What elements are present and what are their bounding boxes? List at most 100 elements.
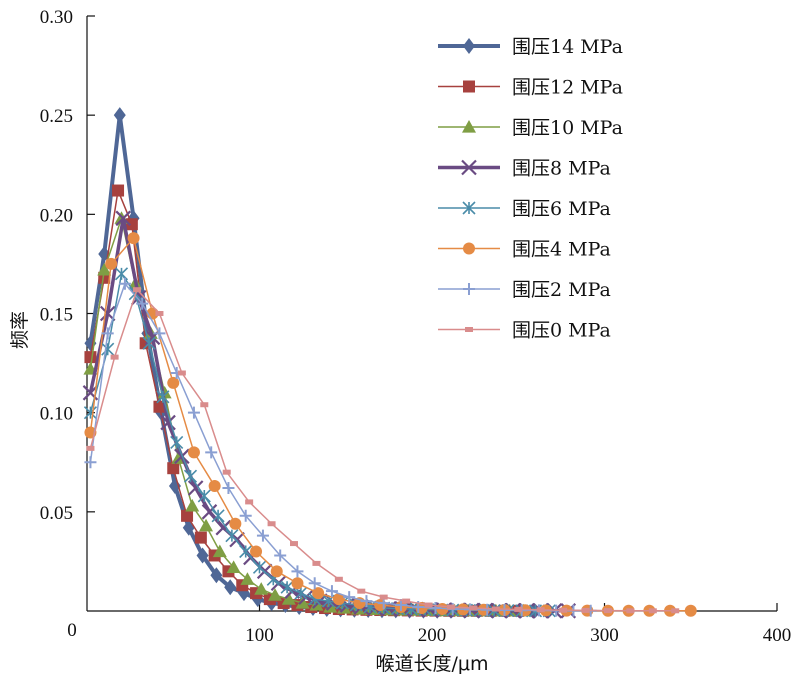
- y-tick-label: 0.15: [40, 305, 73, 326]
- x-axis-title: 喉道长度/μm: [376, 653, 489, 675]
- series-7-0-mpa-point: [491, 606, 500, 612]
- legend: 围压14 MPa 围压12 MPa 围压10 MPa 围压8 MPa 围压6 MPa 围压…: [438, 36, 623, 342]
- series-0-14-mpa-point: [196, 547, 209, 564]
- series-4-6-mpa-point: [170, 435, 184, 449]
- legend-item-3: 围压8 MPa: [438, 158, 611, 180]
- series-7-0-mpa-point: [200, 402, 209, 408]
- series-6-2-mpa-point: [274, 549, 287, 562]
- series-7-0-mpa-point: [86, 445, 95, 451]
- legend-swatch-marker: [462, 120, 476, 133]
- series-4-6-mpa-point: [252, 560, 267, 574]
- series-group: [82, 107, 697, 619]
- series-7-0-mpa-point: [424, 602, 433, 608]
- series-7-0-mpa-point: [559, 607, 568, 613]
- series-4-6-mpa-point: [211, 509, 225, 523]
- series-7-0-mpa-point: [469, 605, 478, 611]
- series-4-6-mpa-line: [89, 273, 550, 612]
- series-6-2-mpa-point: [291, 565, 304, 578]
- series-1-12-mpa-point: [153, 400, 166, 413]
- series-6-2-mpa-point: [205, 446, 218, 459]
- series-0-14-mpa-point: [113, 107, 126, 124]
- series-6-2-mpa-point: [118, 277, 131, 290]
- y-tick-label: 0.05: [40, 503, 73, 524]
- y-tick-label: 0.20: [40, 205, 73, 226]
- legend-label: 围压10 MPa: [512, 117, 623, 139]
- series-2-10-mpa-point: [295, 596, 310, 609]
- series-7-0-mpa: [86, 287, 680, 614]
- series-0-14-mpa-point: [210, 567, 223, 584]
- series-2-10-mpa-point: [199, 518, 214, 532]
- series-6-2-mpa-point: [222, 482, 235, 495]
- y-tick-label: 0.25: [40, 106, 73, 127]
- series-3-8-mpa-point: [115, 210, 132, 227]
- series-6-2-mpa-point: [153, 327, 166, 340]
- legend-swatch-marker: [463, 38, 475, 54]
- series-0-14-mpa-point: [224, 579, 237, 596]
- series-2-10-mpa-point: [185, 498, 200, 512]
- y-tick-label: 0.10: [40, 404, 73, 425]
- series-5-4-mpa-point: [229, 517, 242, 530]
- series-7-0-mpa-point: [222, 469, 231, 475]
- legend-swatch-marker: [462, 201, 476, 215]
- legend-item-1: 围压12 MPa: [438, 77, 623, 99]
- series-7-0-mpa-point: [267, 521, 276, 527]
- legend-swatch-marker: [465, 327, 473, 332]
- series-7-0-mpa-point: [290, 541, 298, 547]
- series-7-0-mpa-point: [245, 499, 254, 505]
- axes: 100 200 300 400 0.05 0.10 0.15 0.20 0.25 0.30: [40, 7, 792, 646]
- series-5-4-mpa-point: [105, 257, 118, 270]
- series-5-4-mpa-point: [291, 577, 304, 590]
- series-1-12-mpa-point: [84, 351, 97, 364]
- series-7-0-mpa-point: [110, 354, 119, 360]
- series-4-6-mpa-point: [280, 580, 294, 594]
- series-4-6-mpa-point: [225, 529, 239, 543]
- legend-item-2: 围压10 MPa: [438, 117, 623, 139]
- series-6-2-mpa-point: [498, 604, 511, 617]
- series-1-12-mpa-point: [167, 462, 180, 475]
- series-7-0-mpa-point: [379, 594, 388, 600]
- series-1-12-mpa-point: [181, 509, 194, 522]
- legend-label: 围压12 MPa: [512, 77, 623, 99]
- series-6-2-mpa-point: [136, 297, 149, 310]
- legend-item-7: 围压0 MPa: [438, 320, 611, 342]
- series-4-6-mpa-point: [156, 390, 170, 404]
- series-2-10-mpa-point: [254, 582, 269, 595]
- series-7-0-mpa-point: [334, 576, 343, 582]
- series-3-8-mpa-point: [201, 504, 218, 520]
- legend-label: 围压4 MPa: [512, 239, 611, 261]
- series-1-12-mpa-point: [194, 531, 207, 544]
- series-5-4-mpa-point: [167, 376, 180, 389]
- y-axis-title: 频率: [9, 311, 31, 349]
- series-6-2-mpa-point: [101, 327, 114, 340]
- series-5-4-mpa-point: [187, 446, 200, 459]
- series-4-6-mpa-point: [142, 336, 156, 350]
- origin-label: 0: [67, 620, 77, 641]
- series-4-6-mpa-point: [404, 602, 418, 616]
- x-tick-label: 100: [245, 625, 274, 646]
- series-6-2-mpa-point: [394, 599, 407, 612]
- series-2-10-mpa-point: [281, 592, 296, 605]
- series-7-0-mpa-point: [133, 287, 142, 293]
- series-4-6-mpa-point: [183, 469, 198, 483]
- legend-label: 围压6 MPa: [512, 198, 611, 220]
- series-5-4-mpa-point: [332, 593, 345, 606]
- legend-swatch-marker: [463, 283, 475, 295]
- series-7-0-mpa-point: [536, 607, 545, 613]
- series-5-4-mpa-point: [250, 545, 263, 558]
- series-7-0-mpa-point: [446, 604, 455, 610]
- series-4-6-mpa-point: [197, 489, 211, 503]
- legend-label: 围压14 MPa: [512, 36, 623, 58]
- y-tick-label: 0.30: [40, 7, 73, 28]
- series-6-2-mpa-point: [239, 509, 252, 522]
- legend-label: 围压0 MPa: [512, 320, 611, 342]
- legend-label: 围压2 MPa: [512, 279, 611, 301]
- series-0-14-mpa-line: [88, 113, 548, 613]
- legend-label: 围压8 MPa: [512, 158, 611, 180]
- legend-swatch-marker: [461, 159, 477, 176]
- series-6-2-mpa-point: [187, 406, 200, 419]
- series-2-10-mpa-point: [226, 560, 241, 573]
- series-2-10-mpa-line: [89, 217, 524, 612]
- series-5-4-mpa-point: [684, 604, 697, 617]
